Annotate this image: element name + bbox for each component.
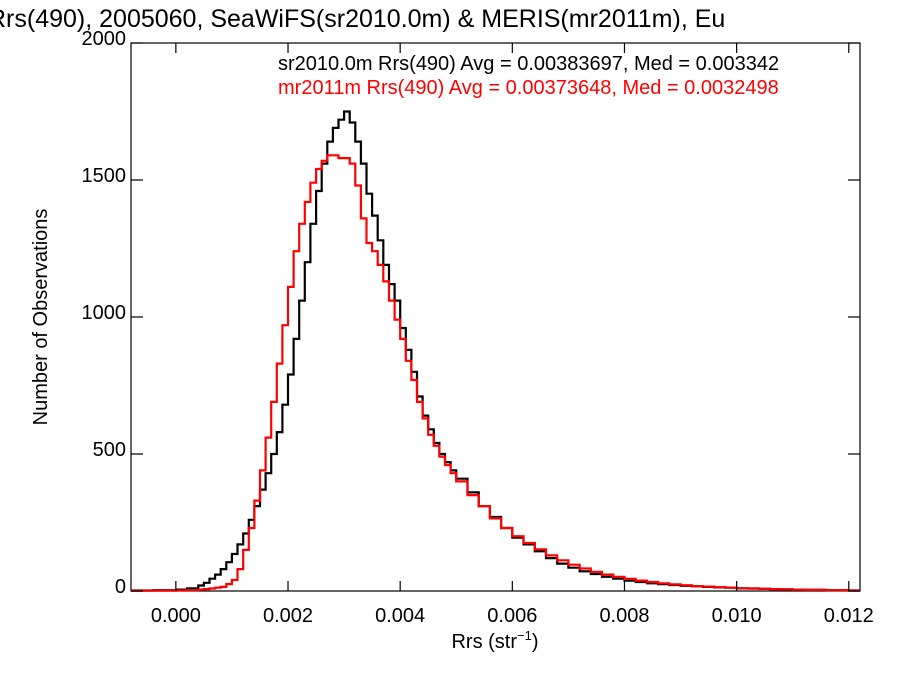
y-axis-label: Number of Observations xyxy=(30,209,52,426)
x-axis-label-superscript: −1 xyxy=(517,628,532,643)
x-axis-label-main: Rrs (str xyxy=(451,631,517,653)
x-tick-label: 0.000 xyxy=(151,605,201,627)
x-tick-label: 0.008 xyxy=(599,605,649,627)
x-tick-label: 0.002 xyxy=(263,605,313,627)
legend-entry-1: sr2010.0m Rrs(490) Avg = 0.00383697, Med… xyxy=(278,53,779,75)
y-tick-label: 1500 xyxy=(82,165,127,187)
y-tick-label: 2000 xyxy=(82,28,127,50)
histogram-curves xyxy=(131,110,860,592)
x-tick-label: 0.012 xyxy=(824,605,874,627)
x-tick-label: 0.004 xyxy=(375,605,425,627)
x-tick-label: 0.006 xyxy=(487,605,537,627)
x-axis-label-tail: ) xyxy=(532,631,539,653)
y-tick-label: 500 xyxy=(93,439,126,461)
series-line-2 xyxy=(131,154,860,592)
y-tick-label: 0 xyxy=(115,576,126,598)
legend-entry-2: mr2011m Rrs(490) Avg = 0.00373648, Med =… xyxy=(278,77,779,99)
y-tick-label: 1000 xyxy=(82,302,127,324)
plot-frame xyxy=(130,42,861,592)
chart-title: Rrs(490), 2005060, SeaWiFS(sr2010.0m) & … xyxy=(0,5,725,33)
axis-ticks: 0.000 0.002 0.004 0.006 0.008 0.010 0.012 0 500 1… xyxy=(82,28,874,627)
legend: sr2010.0m Rrs(490) Avg = 0.00383697, Med… xyxy=(278,53,779,99)
x-tick-label: 0.010 xyxy=(712,605,762,627)
x-axis-label: Rrs (str−1) xyxy=(451,628,538,653)
